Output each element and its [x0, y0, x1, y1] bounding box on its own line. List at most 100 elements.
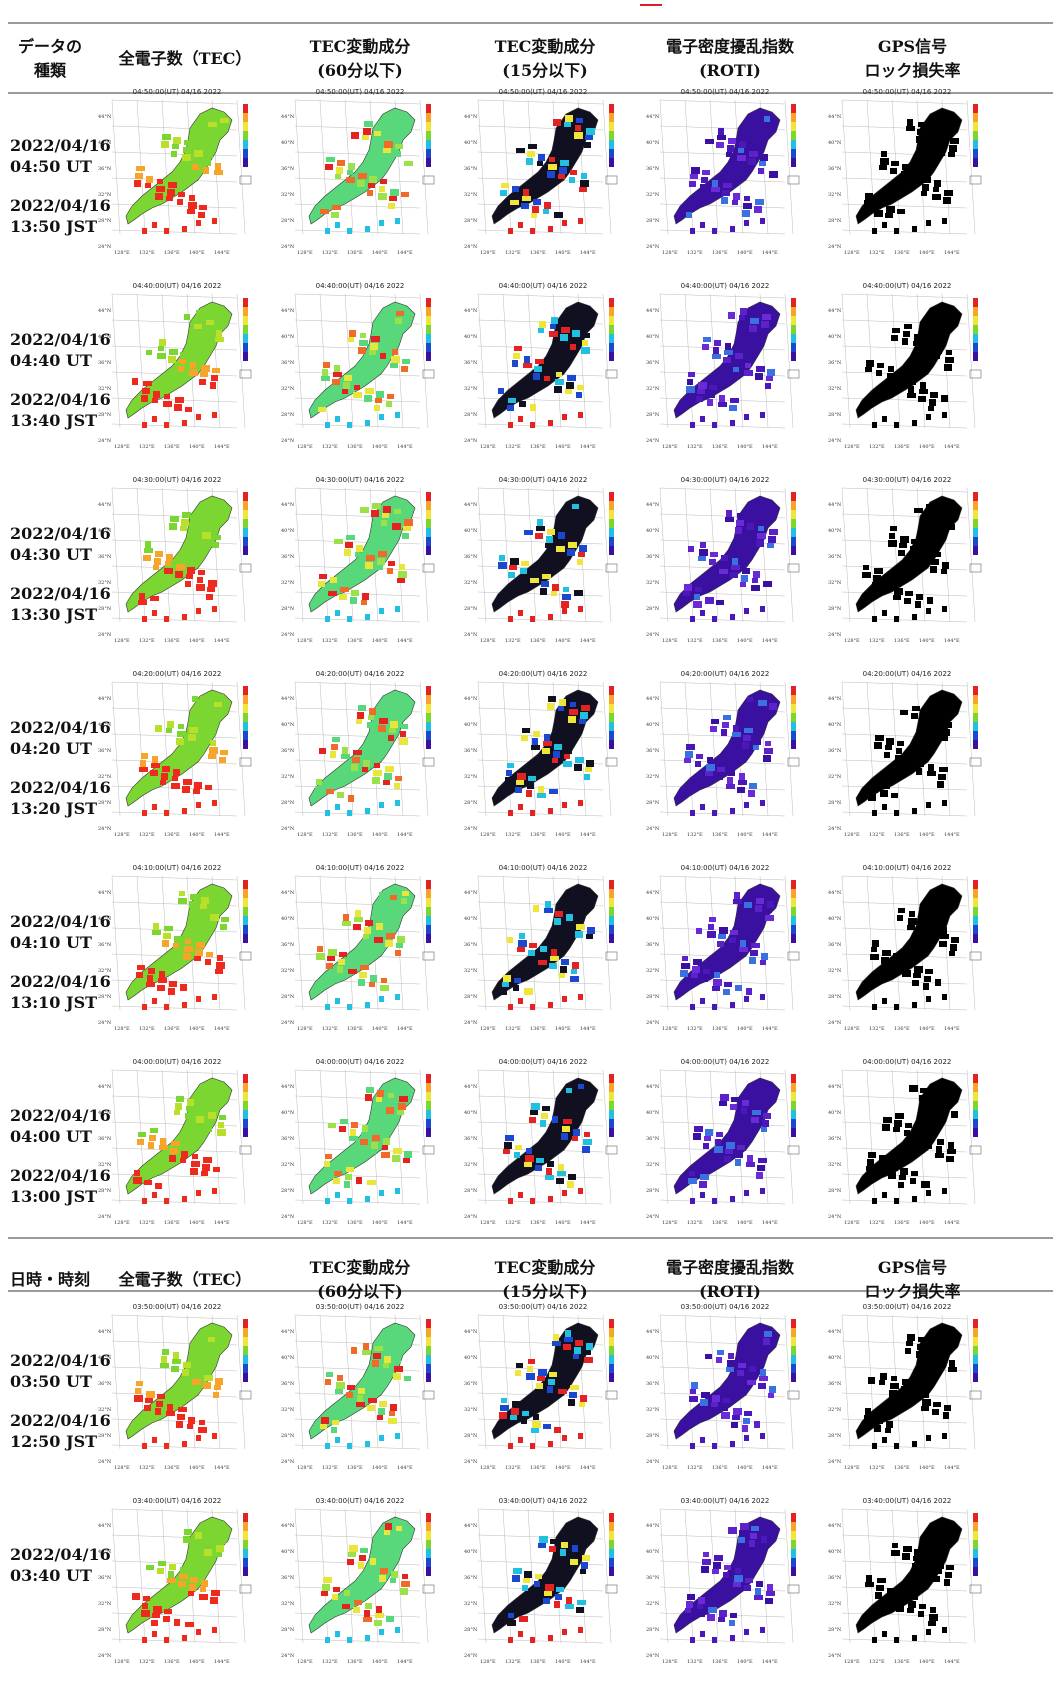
svg-text:32°N: 32°N	[281, 386, 295, 392]
svg-text:44°N: 44°N	[98, 502, 112, 508]
svg-text:36°N: 36°N	[281, 942, 295, 948]
row-ut-time: 03:50 UT	[10, 1372, 92, 1391]
svg-text:24°N: 24°N	[464, 1214, 478, 1220]
svg-text:144°E: 144°E	[580, 444, 596, 450]
svg-text:36°N: 36°N	[828, 748, 842, 754]
table-rule	[8, 1290, 1053, 1292]
svg-text:40°N: 40°N	[98, 1549, 112, 1555]
svg-text:36°N: 36°N	[646, 1136, 660, 1142]
svg-text:144°E: 144°E	[762, 1465, 778, 1471]
svg-text:24°N: 24°N	[646, 632, 660, 638]
svg-text:28°N: 28°N	[646, 218, 660, 224]
map-title: 03:40:00(UT) 04/16 2022	[862, 1497, 952, 1505]
row-date: 2022/04/16	[10, 330, 111, 349]
svg-text:24°N: 24°N	[98, 1214, 112, 1220]
svg-text:144°E: 144°E	[580, 832, 596, 838]
map-lol: 04:00:00(UT) 04/16 2022 44°N 40°N 36°N 32°N 2…	[828, 1058, 986, 1226]
svg-text:140°E: 140°E	[737, 638, 753, 644]
row-jst-date: 2022/04/16	[10, 1166, 111, 1185]
svg-text:44°N: 44°N	[464, 1523, 478, 1529]
header-text: TEC変動成分	[494, 1258, 596, 1277]
svg-text:136°E: 136°E	[530, 250, 546, 256]
row-timestamp: 2022/04/16 03:50 UT 2022/04/16 12:50 JST	[10, 1350, 111, 1452]
svg-text:144°E: 144°E	[944, 250, 960, 256]
svg-text:40°N: 40°N	[98, 1110, 112, 1116]
svg-text:36°N: 36°N	[828, 554, 842, 560]
row-ut-time: 04:20 UT	[10, 739, 92, 758]
svg-text:136°E: 136°E	[894, 1220, 910, 1226]
svg-text:40°N: 40°N	[281, 1355, 295, 1361]
map-tec15: 04:10:00(UT) 04/16 2022 44°N 40°N 36°N 32°N 2…	[464, 864, 622, 1032]
svg-text:24°N: 24°N	[828, 1020, 842, 1026]
svg-text:44°N: 44°N	[646, 308, 660, 314]
svg-text:128°E: 128°E	[662, 638, 678, 644]
svg-text:132°E: 132°E	[687, 1026, 703, 1032]
svg-text:144°E: 144°E	[762, 250, 778, 256]
svg-text:44°N: 44°N	[464, 1329, 478, 1335]
map-title: 04:20:00(UT) 04/16 2022	[680, 670, 770, 678]
svg-text:144°E: 144°E	[580, 1659, 596, 1665]
svg-text:28°N: 28°N	[646, 606, 660, 612]
svg-text:144°E: 144°E	[580, 638, 596, 644]
svg-text:40°N: 40°N	[98, 334, 112, 340]
svg-text:28°N: 28°N	[464, 218, 478, 224]
svg-text:36°N: 36°N	[646, 554, 660, 560]
svg-text:32°N: 32°N	[281, 774, 295, 780]
svg-text:132°E: 132°E	[869, 638, 885, 644]
svg-text:28°N: 28°N	[464, 412, 478, 418]
svg-text:144°E: 144°E	[214, 1220, 230, 1226]
svg-text:44°N: 44°N	[281, 502, 295, 508]
svg-text:128°E: 128°E	[662, 250, 678, 256]
svg-text:24°N: 24°N	[281, 826, 295, 832]
header-cell: 全電子数（TEC）	[100, 24, 270, 94]
header-text: 電子密度擾乱指数	[665, 37, 794, 56]
svg-text:24°N: 24°N	[828, 244, 842, 250]
svg-text:28°N: 28°N	[646, 1627, 660, 1633]
map-title: 04:40:00(UT) 04/16 2022	[498, 282, 588, 290]
svg-text:140°E: 140°E	[919, 1659, 935, 1665]
map-title: 04:40:00(UT) 04/16 2022	[132, 282, 222, 290]
svg-text:32°N: 32°N	[828, 386, 842, 392]
svg-text:40°N: 40°N	[464, 528, 478, 534]
svg-text:40°N: 40°N	[646, 528, 660, 534]
svg-text:132°E: 132°E	[687, 832, 703, 838]
svg-text:140°E: 140°E	[372, 832, 388, 838]
svg-text:128°E: 128°E	[114, 250, 130, 256]
header-cell: TEC変動成分 (60分以下)	[275, 24, 445, 94]
svg-text:128°E: 128°E	[297, 250, 313, 256]
svg-text:24°N: 24°N	[464, 1653, 478, 1659]
svg-text:28°N: 28°N	[98, 994, 112, 1000]
svg-text:36°N: 36°N	[646, 1381, 660, 1387]
svg-text:28°N: 28°N	[828, 800, 842, 806]
svg-text:140°E: 140°E	[372, 250, 388, 256]
svg-text:32°N: 32°N	[464, 1407, 478, 1413]
svg-text:132°E: 132°E	[505, 444, 521, 450]
svg-text:32°N: 32°N	[828, 1407, 842, 1413]
map-roti: 03:40:00(UT) 04/16 2022 44°N 40°N 36°N 32°N 2…	[646, 1497, 804, 1665]
header-cell: TEC変動成分 (60分以下)	[275, 1245, 445, 1315]
map-lol: 03:40:00(UT) 04/16 2022 44°N 40°N 36°N 32°N 2…	[828, 1497, 986, 1665]
svg-text:32°N: 32°N	[646, 774, 660, 780]
map-tec60: 04:50:00(UT) 04/16 2022 44°N 40°N 36°N 32°N 2…	[281, 88, 439, 256]
svg-text:140°E: 140°E	[372, 638, 388, 644]
svg-text:28°N: 28°N	[646, 800, 660, 806]
svg-text:24°N: 24°N	[646, 438, 660, 444]
header-cell: TEC変動成分 (15分以下)	[455, 24, 635, 94]
svg-text:132°E: 132°E	[322, 1220, 338, 1226]
svg-text:128°E: 128°E	[114, 638, 130, 644]
svg-text:144°E: 144°E	[944, 638, 960, 644]
map-title: 04:20:00(UT) 04/16 2022	[498, 670, 588, 678]
svg-text:28°N: 28°N	[828, 994, 842, 1000]
svg-text:44°N: 44°N	[98, 890, 112, 896]
header-text: 種類	[33, 61, 66, 80]
svg-text:36°N: 36°N	[828, 166, 842, 172]
header-text: GPS信号	[877, 1258, 948, 1277]
svg-text:132°E: 132°E	[322, 444, 338, 450]
map-title: 04:30:00(UT) 04/16 2022	[862, 476, 952, 484]
svg-text:28°N: 28°N	[828, 1433, 842, 1439]
svg-text:32°N: 32°N	[828, 968, 842, 974]
svg-text:24°N: 24°N	[828, 1459, 842, 1465]
svg-text:140°E: 140°E	[555, 250, 571, 256]
svg-text:44°N: 44°N	[98, 114, 112, 120]
map-tec: 04:00:00(UT) 04/16 2022 44°N 40°N 36°N 32°N 2…	[98, 1058, 256, 1226]
